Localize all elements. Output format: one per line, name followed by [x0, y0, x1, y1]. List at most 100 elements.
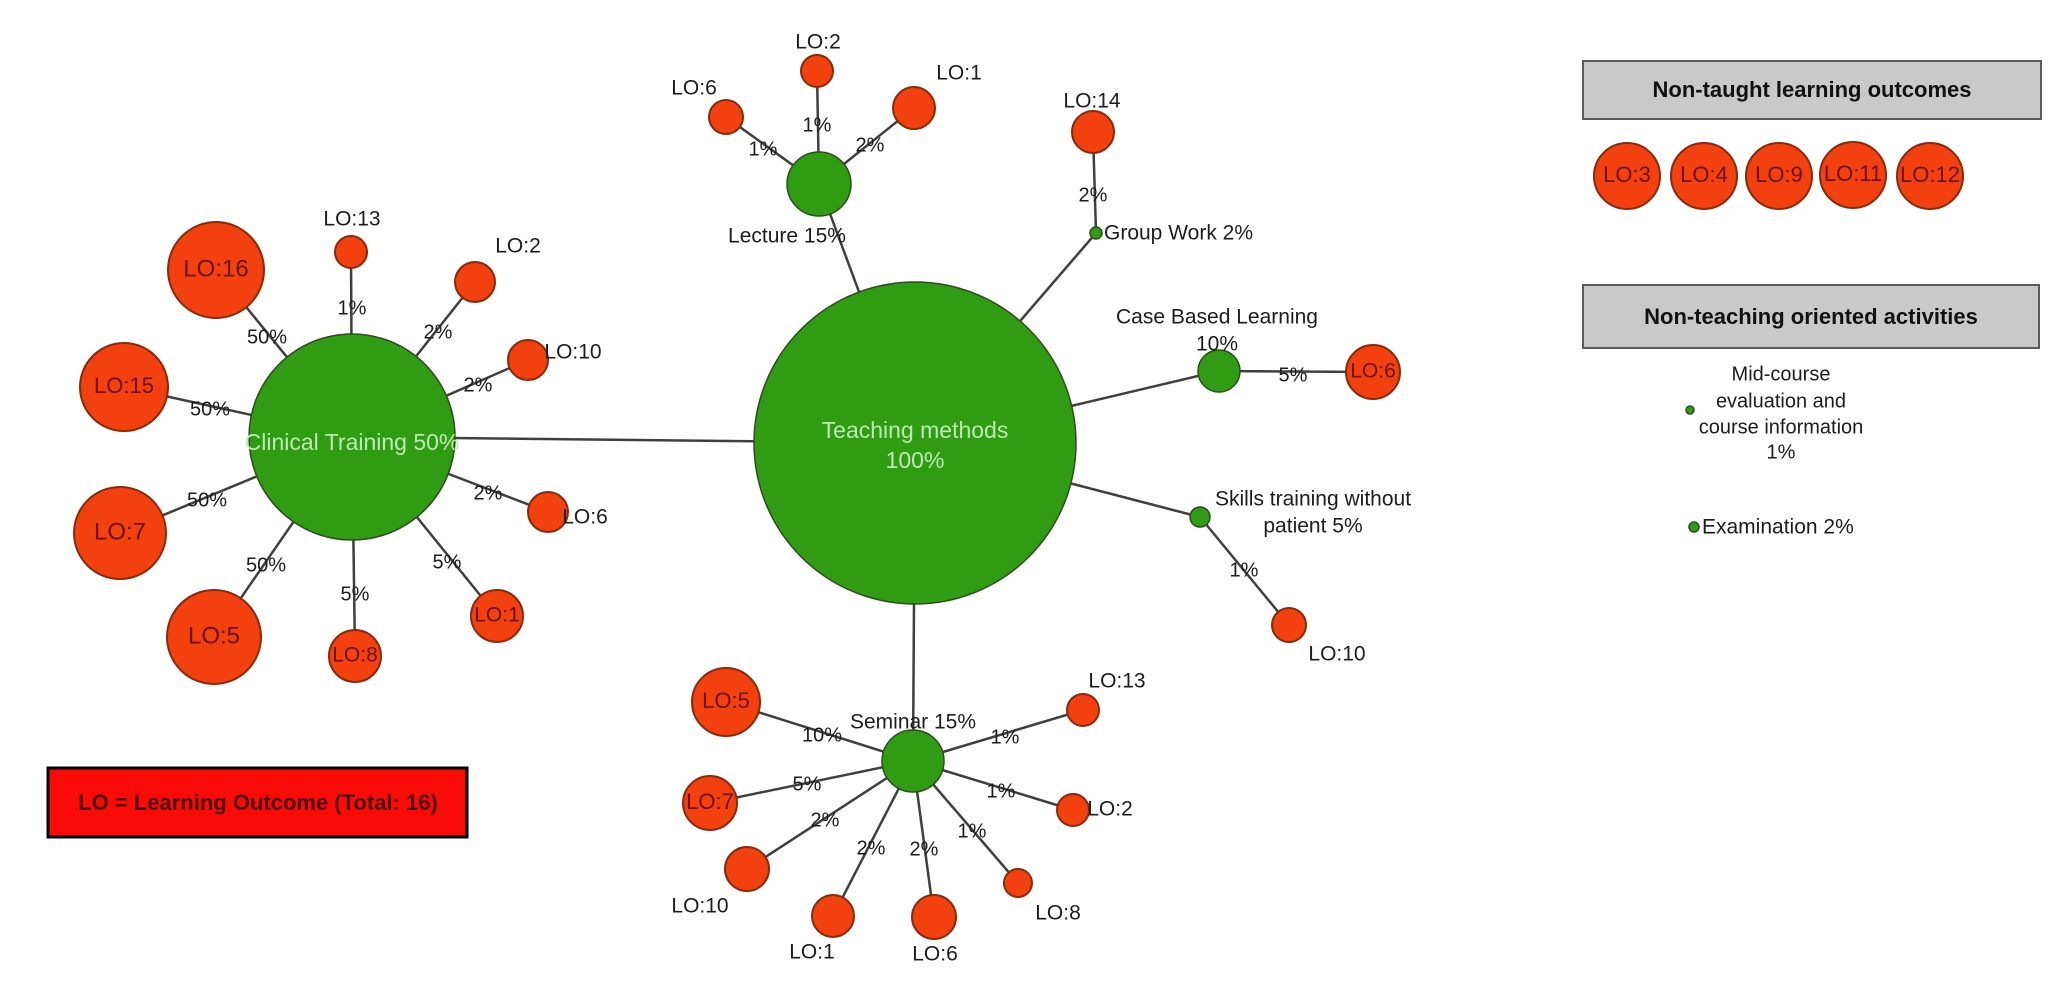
seminar-lo10-label: LO:10: [671, 895, 728, 918]
skills-lo10-label: LO:10: [1308, 643, 1365, 666]
seminar-lo7-pct: 5%: [793, 773, 822, 795]
clinical-lo7-pct: 50%: [187, 489, 227, 511]
skills-title-line1: Skills training without: [1215, 488, 1411, 511]
seminar-node: [881, 729, 945, 793]
clinical-lo15-pct: 50%: [190, 398, 230, 420]
clinical-lo6-node: [527, 491, 569, 533]
clinical-lo13-pct: 1%: [338, 297, 367, 319]
seminar-lo10-node: [724, 846, 770, 892]
clinical-lo16-node: [167, 221, 265, 319]
cbl-lo6-node: [1345, 344, 1401, 400]
clinical-lo6-pct: 2%: [474, 482, 503, 504]
clinical-lo13-node: [334, 235, 368, 269]
teaching-methods-node: [753, 281, 1077, 605]
clinical-lo1-node: [470, 589, 524, 643]
seminar-lo10-pct: 2%: [811, 809, 840, 831]
nontaught-lo9-label: LO:9: [1755, 162, 1803, 187]
seminar-lo2-node: [1056, 793, 1090, 827]
case-based-learning-node: [1197, 349, 1241, 393]
midcourse-evaluation-dot: [1685, 405, 1695, 415]
clinical-lo1-pct: 5%: [433, 551, 462, 573]
clinical-lo15-node: [79, 342, 169, 432]
groupwork-title: Group Work 2%: [1104, 222, 1253, 245]
lecture-lo6-pct: 1%: [749, 138, 778, 160]
skills-lo10-node: [1271, 607, 1307, 643]
cbl-pct: 10%: [1196, 333, 1238, 356]
skills-training-node: [1189, 506, 1211, 528]
seminar-title: Seminar 15%: [850, 711, 976, 734]
clinical-lo6-label: LO:6: [562, 506, 608, 529]
cbl-lo6-label: LO:6: [1350, 360, 1396, 383]
clinical-lo5-pct: 50%: [246, 554, 286, 576]
non-taught-header-box: [1582, 60, 2042, 120]
lecture-node: [786, 151, 852, 217]
teaching-title-line1: Teaching methods: [822, 417, 1009, 443]
clinical-lo1-label: LO:1: [474, 604, 520, 627]
clinical-lo2-pct: 2%: [424, 321, 453, 343]
seminar-lo13-label: LO:13: [1088, 670, 1145, 693]
nontaught-lo3-label: LO:3: [1603, 162, 1651, 187]
clinical-lo8-label: LO:8: [332, 644, 378, 667]
lecture-lo1-label: LO:1: [936, 62, 982, 85]
seminar-lo6-label: LO:6: [912, 943, 958, 966]
seminar-lo7-label: LO:7: [686, 789, 734, 814]
clinical-lo5-label: LO:5: [188, 622, 240, 649]
clinical-title: Clinical Training 50%: [245, 429, 460, 455]
seminar-lo2-pct: 1%: [987, 780, 1016, 802]
groupwork-lo14-node: [1071, 110, 1115, 154]
seminar-lo7-node: [682, 775, 738, 831]
seminar-lo6-pct: 2%: [910, 838, 939, 860]
nontaught-lo4-label: LO:4: [1680, 162, 1728, 187]
midcourse-label-line4: 1%: [1767, 441, 1796, 463]
skills-title-line2: patient 5%: [1263, 515, 1362, 538]
clinical-lo15-label: LO:15: [94, 373, 154, 398]
non-teaching-panel: Non-teaching oriented activities Mid-cou…: [1582, 284, 2040, 539]
clinical-lo8-pct: 5%: [341, 583, 370, 605]
clinical-training-node: [248, 333, 456, 541]
edge-skills-lo10: [1199, 516, 1290, 626]
seminar-lo5-pct: 10%: [802, 724, 842, 746]
seminar-lo5-label: LO:5: [702, 688, 750, 713]
edge-seminar-lo7: [709, 759, 914, 805]
seminar-lo1-pct: 2%: [857, 837, 886, 859]
midcourse-label-line1: Mid-course: [1732, 363, 1831, 385]
teaching-title-line2: 100%: [886, 447, 945, 473]
lecture-lo1-node: [892, 86, 936, 130]
non-taught-panel: Non-taught learning outcomes: [1582, 60, 2042, 120]
non-teaching-header-title: Non-teaching oriented activities: [1644, 304, 1978, 329]
lecture-lo2-label: LO:2: [795, 31, 841, 54]
clinical-lo10-label: LO:10: [544, 341, 601, 364]
method-nodes: [248, 151, 1700, 793]
groupwork-lo14-label: LO:14: [1063, 90, 1121, 113]
clinical-lo16-label: LO:16: [183, 255, 248, 282]
midcourse-label-line3: course information: [1699, 416, 1864, 438]
examination-dot: [1688, 521, 1700, 533]
skills-lo10-pct: 1%: [1230, 559, 1259, 581]
seminar-lo13-pct: 1%: [991, 726, 1020, 748]
nontaught-lo12-label: LO:12: [1900, 162, 1960, 187]
clinical-lo10-pct: 2%: [464, 374, 493, 396]
groupwork-lo14-pct: 2%: [1079, 184, 1108, 206]
clinical-lo5-node: [166, 589, 262, 685]
seminar-lo2-label: LO:2: [1087, 798, 1133, 821]
edge-seminar-lo10: [746, 759, 914, 871]
non-teaching-header-box: [1582, 284, 2040, 349]
clinical-lo7-label: LO:7: [94, 518, 146, 545]
lecture-title: Lecture 15%: [728, 225, 846, 248]
lecture-lo6-label: LO:6: [671, 77, 717, 100]
seminar-lo8-label: LO:8: [1035, 902, 1081, 925]
non-taught-header-title: Non-taught learning outcomes: [1653, 77, 1972, 102]
group-work-node: [1089, 226, 1103, 240]
examination-label: Examination 2%: [1702, 516, 1854, 539]
seminar-lo13-node: [1066, 693, 1100, 727]
lecture-lo6-node: [708, 99, 744, 135]
nontaught-lo3-node: [1593, 142, 1661, 210]
cbl-title: Case Based Learning: [1116, 306, 1318, 329]
lecture-lo1-pct: 2%: [856, 134, 885, 156]
seminar-lo5-node: [691, 667, 761, 737]
seminar-lo6-node: [911, 894, 957, 940]
nontaught-lo11-node: [1819, 141, 1887, 209]
seminar-lo1-label: LO:1: [789, 941, 835, 964]
seminar-lo8-node: [1003, 868, 1033, 898]
